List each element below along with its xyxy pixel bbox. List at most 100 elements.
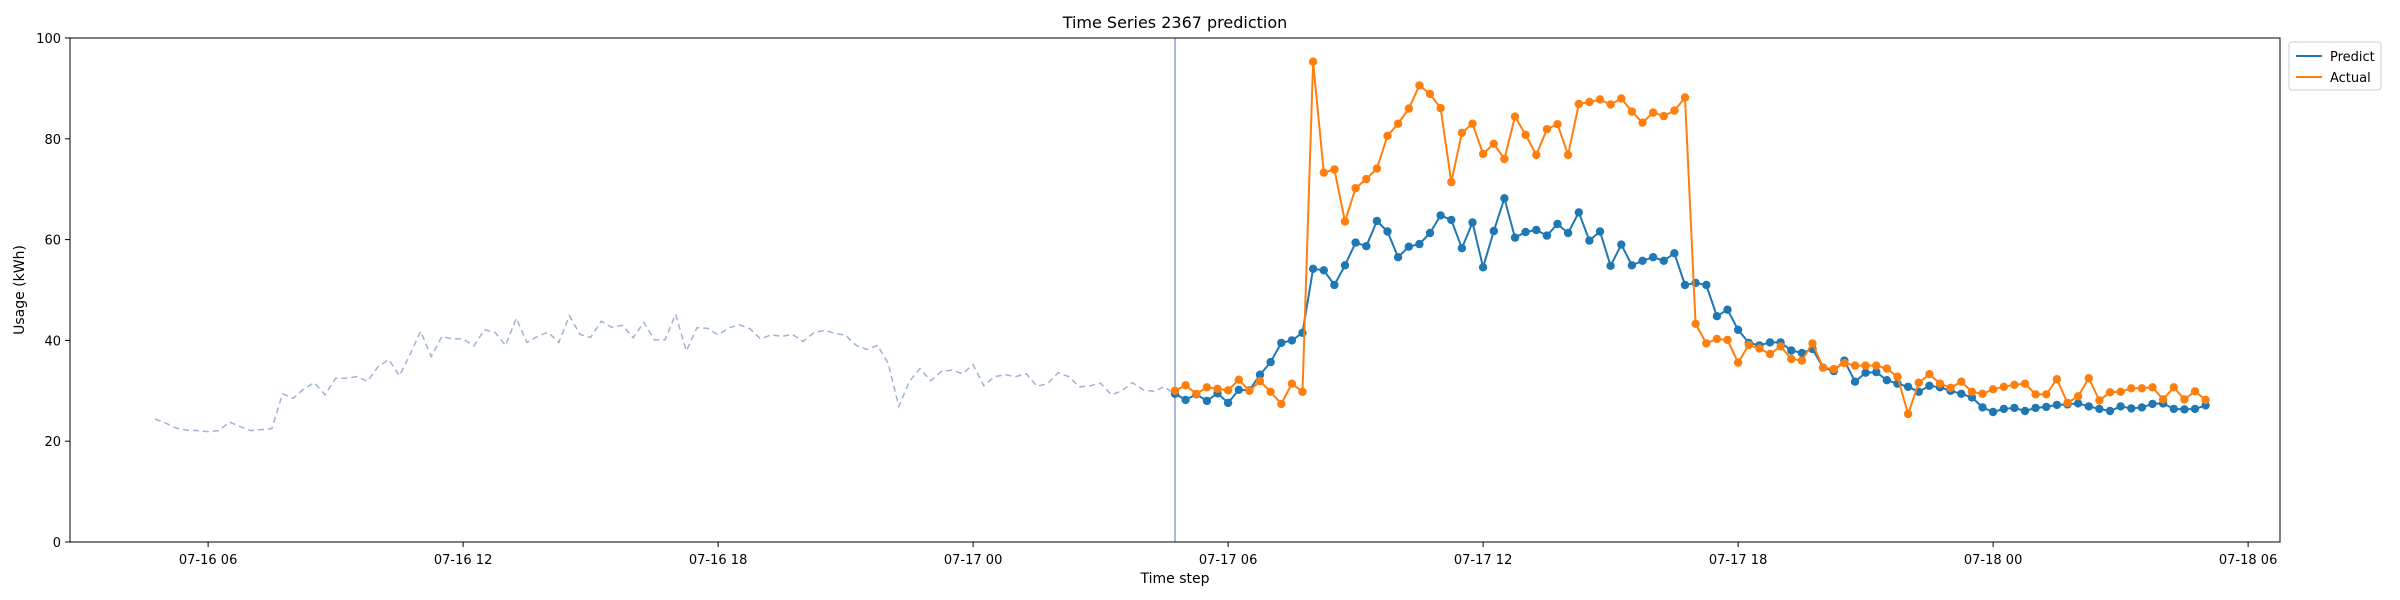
data-point-actual <box>2105 388 2115 397</box>
data-point-predict <box>1585 236 1594 245</box>
data-point-actual <box>1957 377 1966 386</box>
legend-predict-label: Predict <box>2330 50 2375 65</box>
data-point-actual <box>1574 99 1584 109</box>
data-point-actual <box>1213 384 1222 393</box>
data-point-actual <box>2158 395 2168 404</box>
x-axis-title: Time step <box>1140 571 1210 587</box>
data-point-predict <box>1425 228 1435 238</box>
data-point-actual <box>1393 119 1403 128</box>
data-point-predict <box>2127 404 2136 413</box>
data-point-predict <box>1733 325 1743 334</box>
data-point-predict <box>1638 256 1647 265</box>
data-point-predict <box>1393 253 1403 262</box>
data-point-predict <box>1659 256 1669 265</box>
y-tick-label: 0 <box>53 536 61 551</box>
x-tick-label: 07-16 18 <box>689 553 747 568</box>
x-tick-label: 07-18 00 <box>1964 553 2022 568</box>
history-line <box>154 311 1186 433</box>
data-point-actual <box>1425 89 1435 99</box>
data-point-actual <box>1744 340 1754 350</box>
x-tick-label: 07-18 06 <box>2219 553 2277 568</box>
data-point-predict <box>1287 336 1297 345</box>
data-point-predict <box>1372 216 1382 226</box>
data-point-actual <box>1617 94 1626 103</box>
data-point-predict <box>1489 226 1499 236</box>
data-point-predict <box>2073 399 2083 408</box>
data-point-actual <box>2031 390 2040 399</box>
data-point-predict <box>1882 376 1892 385</box>
data-point-actual <box>1606 100 1615 109</box>
data-point-predict <box>1500 194 1509 203</box>
data-point-predict <box>1202 396 1212 406</box>
data-point-predict <box>1850 377 1860 386</box>
y-axis: 0 20 40 60 80 100 <box>36 32 70 551</box>
data-point-predict <box>1447 215 1456 225</box>
data-point-predict <box>1903 382 1913 391</box>
data-point-predict <box>1872 368 1881 377</box>
data-point-actual <box>1319 168 1329 177</box>
data-point-actual <box>2010 380 2019 389</box>
data-point-actual <box>1298 387 1307 396</box>
data-point-actual <box>1755 344 1764 353</box>
data-point-actual <box>1988 385 1998 394</box>
data-point-predict <box>1670 249 1679 258</box>
data-point-predict <box>1319 266 1329 275</box>
x-tick-label: 07-17 06 <box>1199 553 1257 568</box>
data-point-predict <box>1404 242 1414 251</box>
data-point-predict <box>1702 280 1711 290</box>
data-point-actual <box>1733 358 1743 367</box>
x-tick-label: 07-17 00 <box>944 553 1002 568</box>
data-point-predict <box>1181 395 1190 405</box>
data-point-predict <box>1510 233 1520 242</box>
data-point-predict <box>1255 370 1265 379</box>
data-point-actual <box>1500 154 1509 164</box>
data-point-predict <box>2105 406 2115 416</box>
data-point-actual <box>1553 120 1562 129</box>
data-point-predict <box>2084 402 2093 411</box>
data-point-actual <box>1712 334 1722 344</box>
data-point-predict <box>1627 261 1637 270</box>
chart-title: Time Series 2367 prediction <box>1062 13 1288 32</box>
x-tick-label: 07-16 12 <box>434 553 492 568</box>
data-point-predict <box>1861 368 1870 377</box>
data-point-predict <box>2190 404 2200 414</box>
data-point-predict <box>1542 231 1552 240</box>
data-point-predict <box>2052 400 2062 410</box>
data-point-predict <box>1988 407 1998 417</box>
data-point-predict <box>1340 261 1350 270</box>
data-point-predict <box>1617 240 1626 249</box>
data-point-predict <box>1415 239 1424 249</box>
data-point-actual <box>1404 104 1414 113</box>
x-tick-label: 07-17 18 <box>1709 553 1767 568</box>
data-point-actual <box>1468 119 1477 128</box>
data-point-actual <box>1362 174 1371 184</box>
data-point-actual <box>2190 387 2200 396</box>
axes-frame <box>69 37 2281 543</box>
data-point-actual <box>1808 339 1817 348</box>
data-point-predict <box>1362 242 1371 251</box>
data-point-predict <box>1468 218 1477 227</box>
data-point-actual <box>2095 396 2104 405</box>
data-point-actual <box>1340 217 1350 226</box>
data-point-actual <box>1818 363 1828 372</box>
data-point-actual <box>1765 349 1775 359</box>
data-point-actual <box>1797 356 1807 365</box>
y-tick-label: 100 <box>36 32 61 47</box>
data-point-actual <box>1978 389 1987 398</box>
data-point-actual <box>1478 149 1488 159</box>
data-point-actual <box>1702 339 1711 348</box>
y-axis-title: Usage (kWh) <box>12 245 28 335</box>
data-point-actual <box>1181 381 1190 390</box>
data-point-actual <box>1383 131 1392 140</box>
data-point-actual <box>1882 364 1892 373</box>
data-point-actual <box>1245 386 1254 395</box>
data-point-predict <box>1436 211 1445 220</box>
data-point-actual <box>1680 93 1690 102</box>
data-point-actual <box>1914 378 1924 387</box>
data-point-actual <box>1489 139 1499 148</box>
data-point-actual <box>1532 150 1541 160</box>
data-point-actual <box>1436 103 1445 113</box>
data-point-actual <box>2137 384 2147 393</box>
data-point-predict <box>1680 280 1690 290</box>
data-point-actual <box>1255 377 1265 386</box>
